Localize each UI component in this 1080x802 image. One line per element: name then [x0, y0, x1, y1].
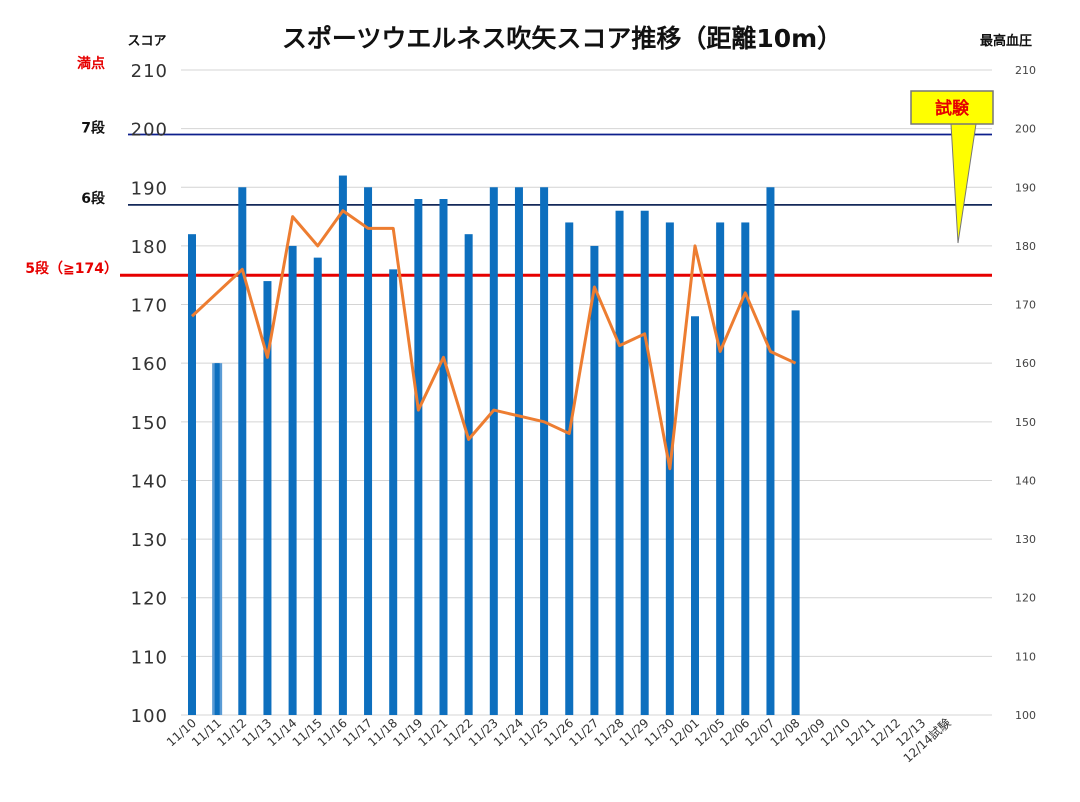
- score-bar: [615, 210, 624, 715]
- score-bar-inner: [214, 363, 220, 715]
- reference-label: 7段: [81, 120, 105, 137]
- score-bar: [414, 199, 423, 715]
- left-tick-label: 120: [131, 589, 168, 610]
- score-bar: [514, 187, 523, 716]
- score-bar: [238, 187, 247, 716]
- score-bar: [263, 281, 272, 715]
- right-tick-label: 120: [1015, 592, 1036, 605]
- reference-label: 5段（≧174）: [25, 260, 118, 277]
- score-bar: [716, 222, 725, 716]
- score-bar: [691, 316, 699, 715]
- right-tick-label: 110: [1015, 650, 1036, 663]
- score-bar: [389, 269, 398, 715]
- left-tick-label: 200: [131, 120, 168, 141]
- left-tick-label: 190: [131, 178, 168, 199]
- score-bar: [313, 257, 322, 715]
- left-y-axis: 100 110 120 130 140 150 160 170 180 190 200 210: [131, 61, 168, 727]
- score-bar: [288, 245, 297, 715]
- chart-title: スポーツウエルネス吹矢スコア推移（距離10m）: [282, 24, 842, 53]
- left-axis-label: スコア: [127, 34, 166, 49]
- score-bar: [791, 310, 800, 715]
- exam-callout: 試験: [910, 90, 994, 244]
- score-bar: [540, 187, 549, 716]
- left-tick-label: 160: [131, 354, 168, 375]
- left-tick-label: 210: [131, 61, 168, 82]
- left-tick-label: 140: [131, 471, 168, 492]
- x-axis: 11/1011/1111/1211/1311/1411/1511/1611/17…: [164, 715, 954, 765]
- right-tick-label: 160: [1015, 357, 1036, 370]
- right-y-axis: 100 110 120 130 140 150 160 170 180 190 200 210: [1015, 64, 1036, 722]
- right-tick-label: 200: [1015, 123, 1036, 136]
- right-tick-label: 150: [1015, 416, 1036, 429]
- score-bar: [590, 245, 599, 715]
- right-axis-label: 最高血圧: [980, 33, 1032, 49]
- reference-label: 6段: [81, 190, 105, 207]
- right-tick-label: 190: [1015, 181, 1036, 194]
- right-tick-label: 130: [1015, 533, 1036, 546]
- left-tick-label: 150: [131, 413, 168, 434]
- gridlines: [181, 69, 992, 716]
- score-bar: [766, 187, 775, 716]
- right-tick-label: 100: [1015, 709, 1036, 722]
- score-bar: [640, 210, 649, 715]
- score-bar: [364, 187, 373, 716]
- reference-lines: 満点 7段 6段 5段（≧174）: [25, 55, 992, 277]
- score-bar: [741, 222, 750, 716]
- score-bar: [489, 187, 498, 716]
- right-tick-label: 210: [1015, 64, 1036, 77]
- left-tick-label: 130: [131, 530, 168, 551]
- left-tick-label: 100: [131, 706, 168, 727]
- score-bars: [188, 175, 800, 716]
- blood-pressure-line: [190, 209, 797, 471]
- right-tick-label: 140: [1015, 474, 1036, 487]
- score-bar: [188, 234, 196, 715]
- score-bar: [338, 175, 347, 715]
- left-tick-label: 110: [131, 647, 168, 668]
- score-bar: [565, 222, 574, 716]
- score-bar: [464, 234, 473, 715]
- score-bar: [439, 199, 448, 715]
- left-tick-label: 170: [131, 296, 168, 317]
- callout-box: [910, 90, 994, 125]
- callout-text: 試験: [935, 98, 970, 119]
- reference-label: 満点: [77, 55, 105, 72]
- right-tick-label: 170: [1015, 299, 1036, 312]
- callout-arrow: [950, 123, 977, 244]
- left-tick-label: 180: [131, 237, 168, 258]
- right-tick-label: 180: [1015, 240, 1036, 253]
